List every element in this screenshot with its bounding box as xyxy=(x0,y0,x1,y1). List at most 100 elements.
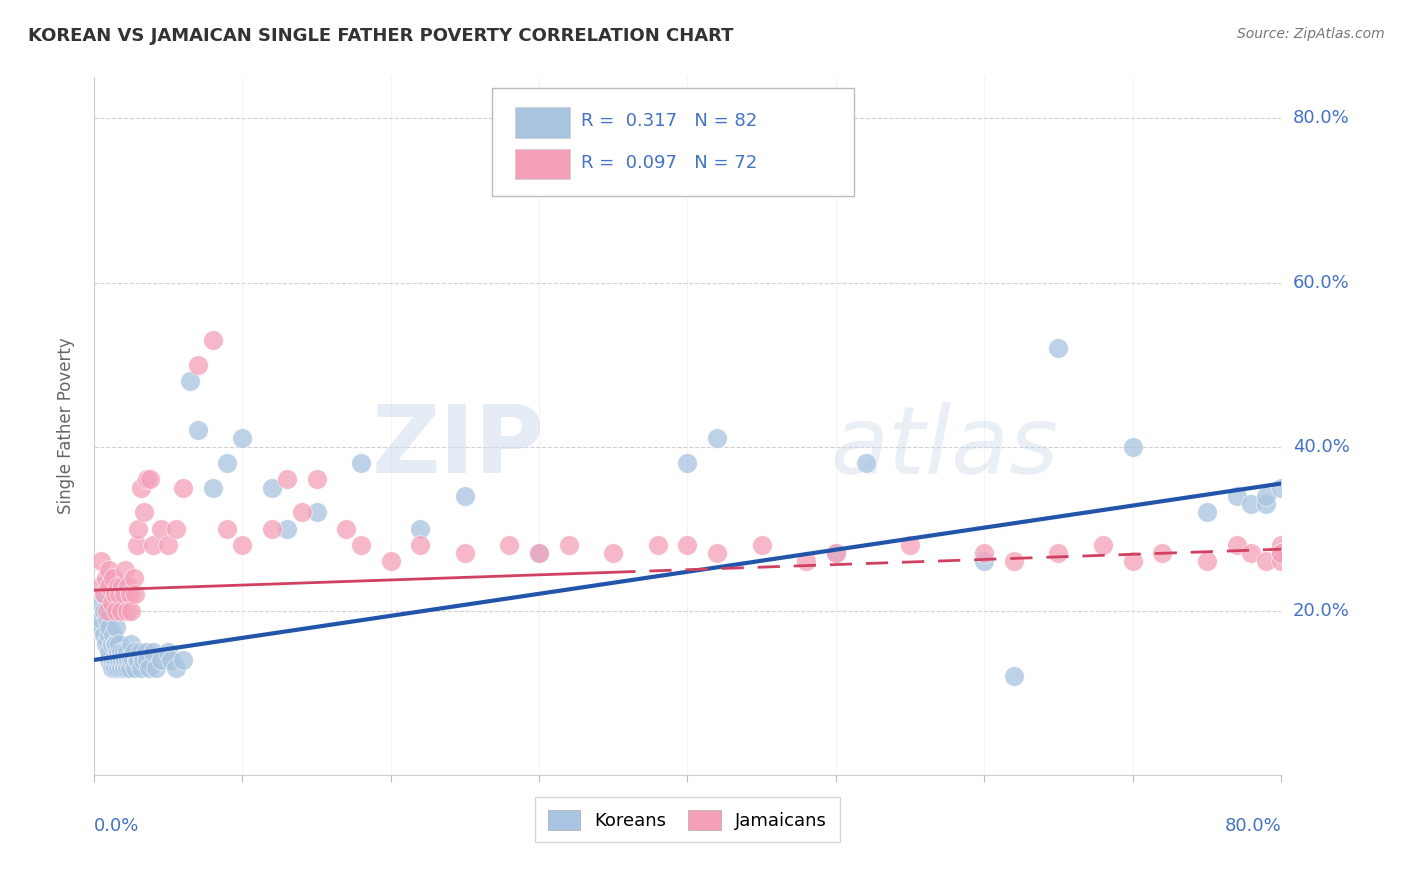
Point xyxy=(305,505,328,519)
Point xyxy=(114,563,136,577)
Point xyxy=(97,579,120,593)
Text: R =  0.097   N = 72: R = 0.097 N = 72 xyxy=(581,153,756,171)
Point xyxy=(1256,497,1278,511)
Text: 0.0%: 0.0% xyxy=(94,817,139,835)
Point xyxy=(97,563,120,577)
Point xyxy=(122,645,145,659)
Point xyxy=(165,661,187,675)
Point xyxy=(1047,341,1070,355)
Point xyxy=(104,587,127,601)
Point xyxy=(115,645,138,659)
Point xyxy=(1122,440,1144,454)
Point xyxy=(117,579,139,593)
FancyBboxPatch shape xyxy=(492,88,853,196)
Point xyxy=(96,604,118,618)
Legend: Koreans, Jamaicans: Koreans, Jamaicans xyxy=(536,797,839,842)
Point xyxy=(145,661,167,675)
Point xyxy=(136,653,159,667)
Point xyxy=(103,653,125,667)
Point xyxy=(90,612,112,626)
Point xyxy=(1256,489,1278,503)
Point xyxy=(409,538,432,552)
Point xyxy=(142,645,165,659)
Point xyxy=(1047,546,1070,560)
Point xyxy=(647,538,669,552)
Point xyxy=(105,620,128,634)
Point xyxy=(127,522,149,536)
Point xyxy=(104,636,127,650)
Point xyxy=(498,538,520,552)
Point xyxy=(105,604,128,618)
Point xyxy=(107,645,129,659)
Text: KOREAN VS JAMAICAN SINGLE FATHER POVERTY CORRELATION CHART: KOREAN VS JAMAICAN SINGLE FATHER POVERTY… xyxy=(28,27,734,45)
Point xyxy=(157,645,180,659)
Point xyxy=(149,522,172,536)
Point xyxy=(94,636,117,650)
Point xyxy=(676,538,699,552)
Point xyxy=(124,587,146,601)
Point xyxy=(94,571,117,585)
Point xyxy=(1270,538,1292,552)
FancyBboxPatch shape xyxy=(516,149,569,179)
Point xyxy=(114,653,136,667)
Point xyxy=(110,661,132,675)
Point xyxy=(217,456,239,470)
Point xyxy=(104,661,127,675)
Point xyxy=(201,333,224,347)
Point xyxy=(135,645,157,659)
Point xyxy=(111,653,134,667)
Point xyxy=(260,481,283,495)
Point xyxy=(231,538,253,552)
Point xyxy=(103,628,125,642)
Point xyxy=(825,546,848,560)
Point xyxy=(1270,546,1292,560)
Point xyxy=(454,546,477,560)
Point xyxy=(108,587,131,601)
Point xyxy=(142,538,165,552)
Point xyxy=(105,653,128,667)
Point xyxy=(132,653,155,667)
Point xyxy=(409,522,432,536)
Point xyxy=(1240,546,1263,560)
Text: 80.0%: 80.0% xyxy=(1294,110,1350,128)
Point xyxy=(172,653,194,667)
Point xyxy=(125,653,148,667)
Text: 20.0%: 20.0% xyxy=(1294,602,1350,620)
Point xyxy=(96,612,118,626)
Point xyxy=(112,661,135,675)
Point xyxy=(108,653,131,667)
Point xyxy=(112,587,135,601)
Point xyxy=(120,636,142,650)
Point xyxy=(131,481,153,495)
Point xyxy=(97,604,120,618)
Point xyxy=(973,546,995,560)
Point xyxy=(157,538,180,552)
Text: 40.0%: 40.0% xyxy=(1294,438,1350,456)
Point xyxy=(1270,481,1292,495)
Point xyxy=(105,636,128,650)
Point xyxy=(454,489,477,503)
Point xyxy=(855,456,877,470)
Point xyxy=(117,653,139,667)
Point xyxy=(217,522,239,536)
Point xyxy=(103,571,125,585)
Point xyxy=(291,505,314,519)
Point xyxy=(172,481,194,495)
Point xyxy=(118,661,141,675)
Point xyxy=(100,595,122,609)
Point xyxy=(1270,554,1292,568)
Point xyxy=(90,554,112,568)
Point xyxy=(90,595,112,609)
Point xyxy=(898,538,921,552)
Point xyxy=(1240,497,1263,511)
Point xyxy=(100,661,122,675)
Point xyxy=(825,546,848,560)
Point xyxy=(115,661,138,675)
Point xyxy=(97,620,120,634)
Point xyxy=(602,546,624,560)
Point xyxy=(1256,554,1278,568)
FancyBboxPatch shape xyxy=(516,107,569,138)
Point xyxy=(131,661,153,675)
Point xyxy=(127,653,149,667)
Point xyxy=(1122,554,1144,568)
